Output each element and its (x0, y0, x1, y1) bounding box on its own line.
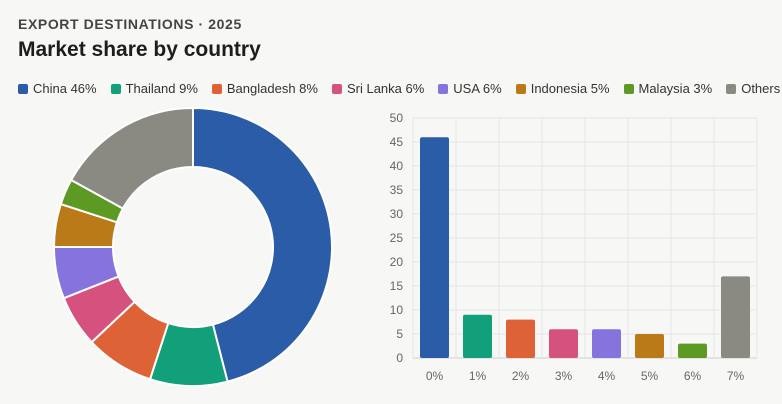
legend-swatch (438, 83, 449, 94)
donut-slice-china[interactable] (192, 106, 333, 383)
y-tick-label: 30 (390, 207, 404, 221)
legend-swatch (110, 83, 121, 94)
bar-2pct[interactable] (506, 319, 535, 358)
bar-7pct[interactable] (721, 276, 750, 358)
legend-item-indonesia[interactable]: Indonesia 5% (515, 81, 610, 96)
legend-item-china[interactable]: China 46% (18, 81, 97, 96)
legend-item-malaysia[interactable]: Malaysia 3% (623, 81, 713, 96)
x-tick-label: 2% (512, 369, 530, 383)
bar-3pct[interactable] (549, 329, 578, 358)
legend-item-others[interactable]: Others 17% (726, 81, 782, 96)
legend-label: Bangladesh 8% (226, 81, 318, 96)
y-tick-label: 0 (396, 351, 403, 365)
y-tick-label: 40 (390, 159, 404, 173)
x-tick-label: 7% (727, 369, 745, 383)
x-tick-label: 4% (598, 369, 616, 383)
legend-swatch (623, 83, 634, 94)
legend-item-sri-lanka[interactable]: Sri Lanka 6% (331, 81, 425, 96)
y-tick-label: 20 (390, 255, 404, 269)
chart-title: Market share by country (18, 38, 261, 61)
legend-label: Thailand 9% (125, 81, 198, 96)
bar-1pct[interactable] (463, 314, 492, 358)
donut-chart (52, 106, 333, 387)
x-tick-label: 1% (469, 369, 487, 383)
y-tick-label: 15 (390, 279, 404, 293)
donut-slice-others[interactable] (69, 106, 194, 210)
y-tick-label: 50 (390, 111, 404, 125)
x-tick-label: 6% (684, 369, 702, 383)
chart-eyebrow: EXPORT DESTINATIONS · 2025 (18, 16, 242, 32)
bar-4pct[interactable] (592, 329, 621, 358)
bar-5pct[interactable] (635, 334, 664, 358)
x-tick-label: 5% (641, 369, 659, 383)
legend-swatch (18, 83, 28, 94)
y-tick-label: 25 (390, 231, 404, 245)
legend-swatch (726, 83, 737, 94)
x-tick-label: 0% (426, 369, 444, 383)
legend-item-thailand[interactable]: Thailand 9% (110, 81, 198, 96)
legend-swatch (331, 83, 342, 94)
legend-item-bangladesh[interactable]: Bangladesh 8% (211, 81, 318, 96)
bar-chart: 0 5 10 15 20 25 30 35 40 45 50 0% 1% 2% 3% 4% 5% 6% 7% (390, 111, 758, 383)
bar-6pct[interactable] (678, 343, 707, 358)
y-tick-label: 10 (390, 303, 404, 317)
legend-label: USA 6% (453, 81, 502, 96)
legend-swatch (211, 83, 222, 94)
legend-label: Sri Lanka 6% (346, 81, 425, 96)
legend-label: Others 17% (741, 81, 782, 96)
legend-item-usa[interactable]: USA 6% (438, 81, 502, 96)
legend-label: China 46% (33, 81, 97, 96)
legend-label: Malaysia 3% (638, 81, 713, 96)
y-tick-label: 35 (390, 183, 404, 197)
bar-0pct[interactable] (420, 137, 449, 358)
legend-label: Indonesia 5% (530, 81, 610, 96)
y-tick-label: 5 (396, 327, 403, 341)
legend-swatch (515, 83, 526, 94)
legend: China 46% Thailand 9% Bangladesh 8% Sri … (18, 81, 782, 96)
y-tick-label: 45 (390, 135, 404, 149)
x-tick-label: 3% (555, 369, 573, 383)
